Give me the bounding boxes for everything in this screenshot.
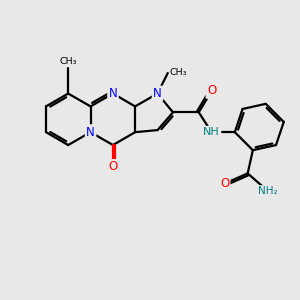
- Text: N: N: [109, 87, 117, 100]
- Text: N: N: [153, 87, 162, 100]
- Text: NH₂: NH₂: [259, 186, 278, 197]
- Text: O: O: [108, 160, 118, 173]
- Text: CH₃: CH₃: [59, 57, 77, 66]
- Text: CH₃: CH₃: [170, 68, 187, 77]
- Text: N: N: [86, 126, 95, 139]
- Text: NH: NH: [203, 127, 220, 137]
- Text: O: O: [220, 177, 229, 190]
- Text: O: O: [207, 85, 216, 98]
